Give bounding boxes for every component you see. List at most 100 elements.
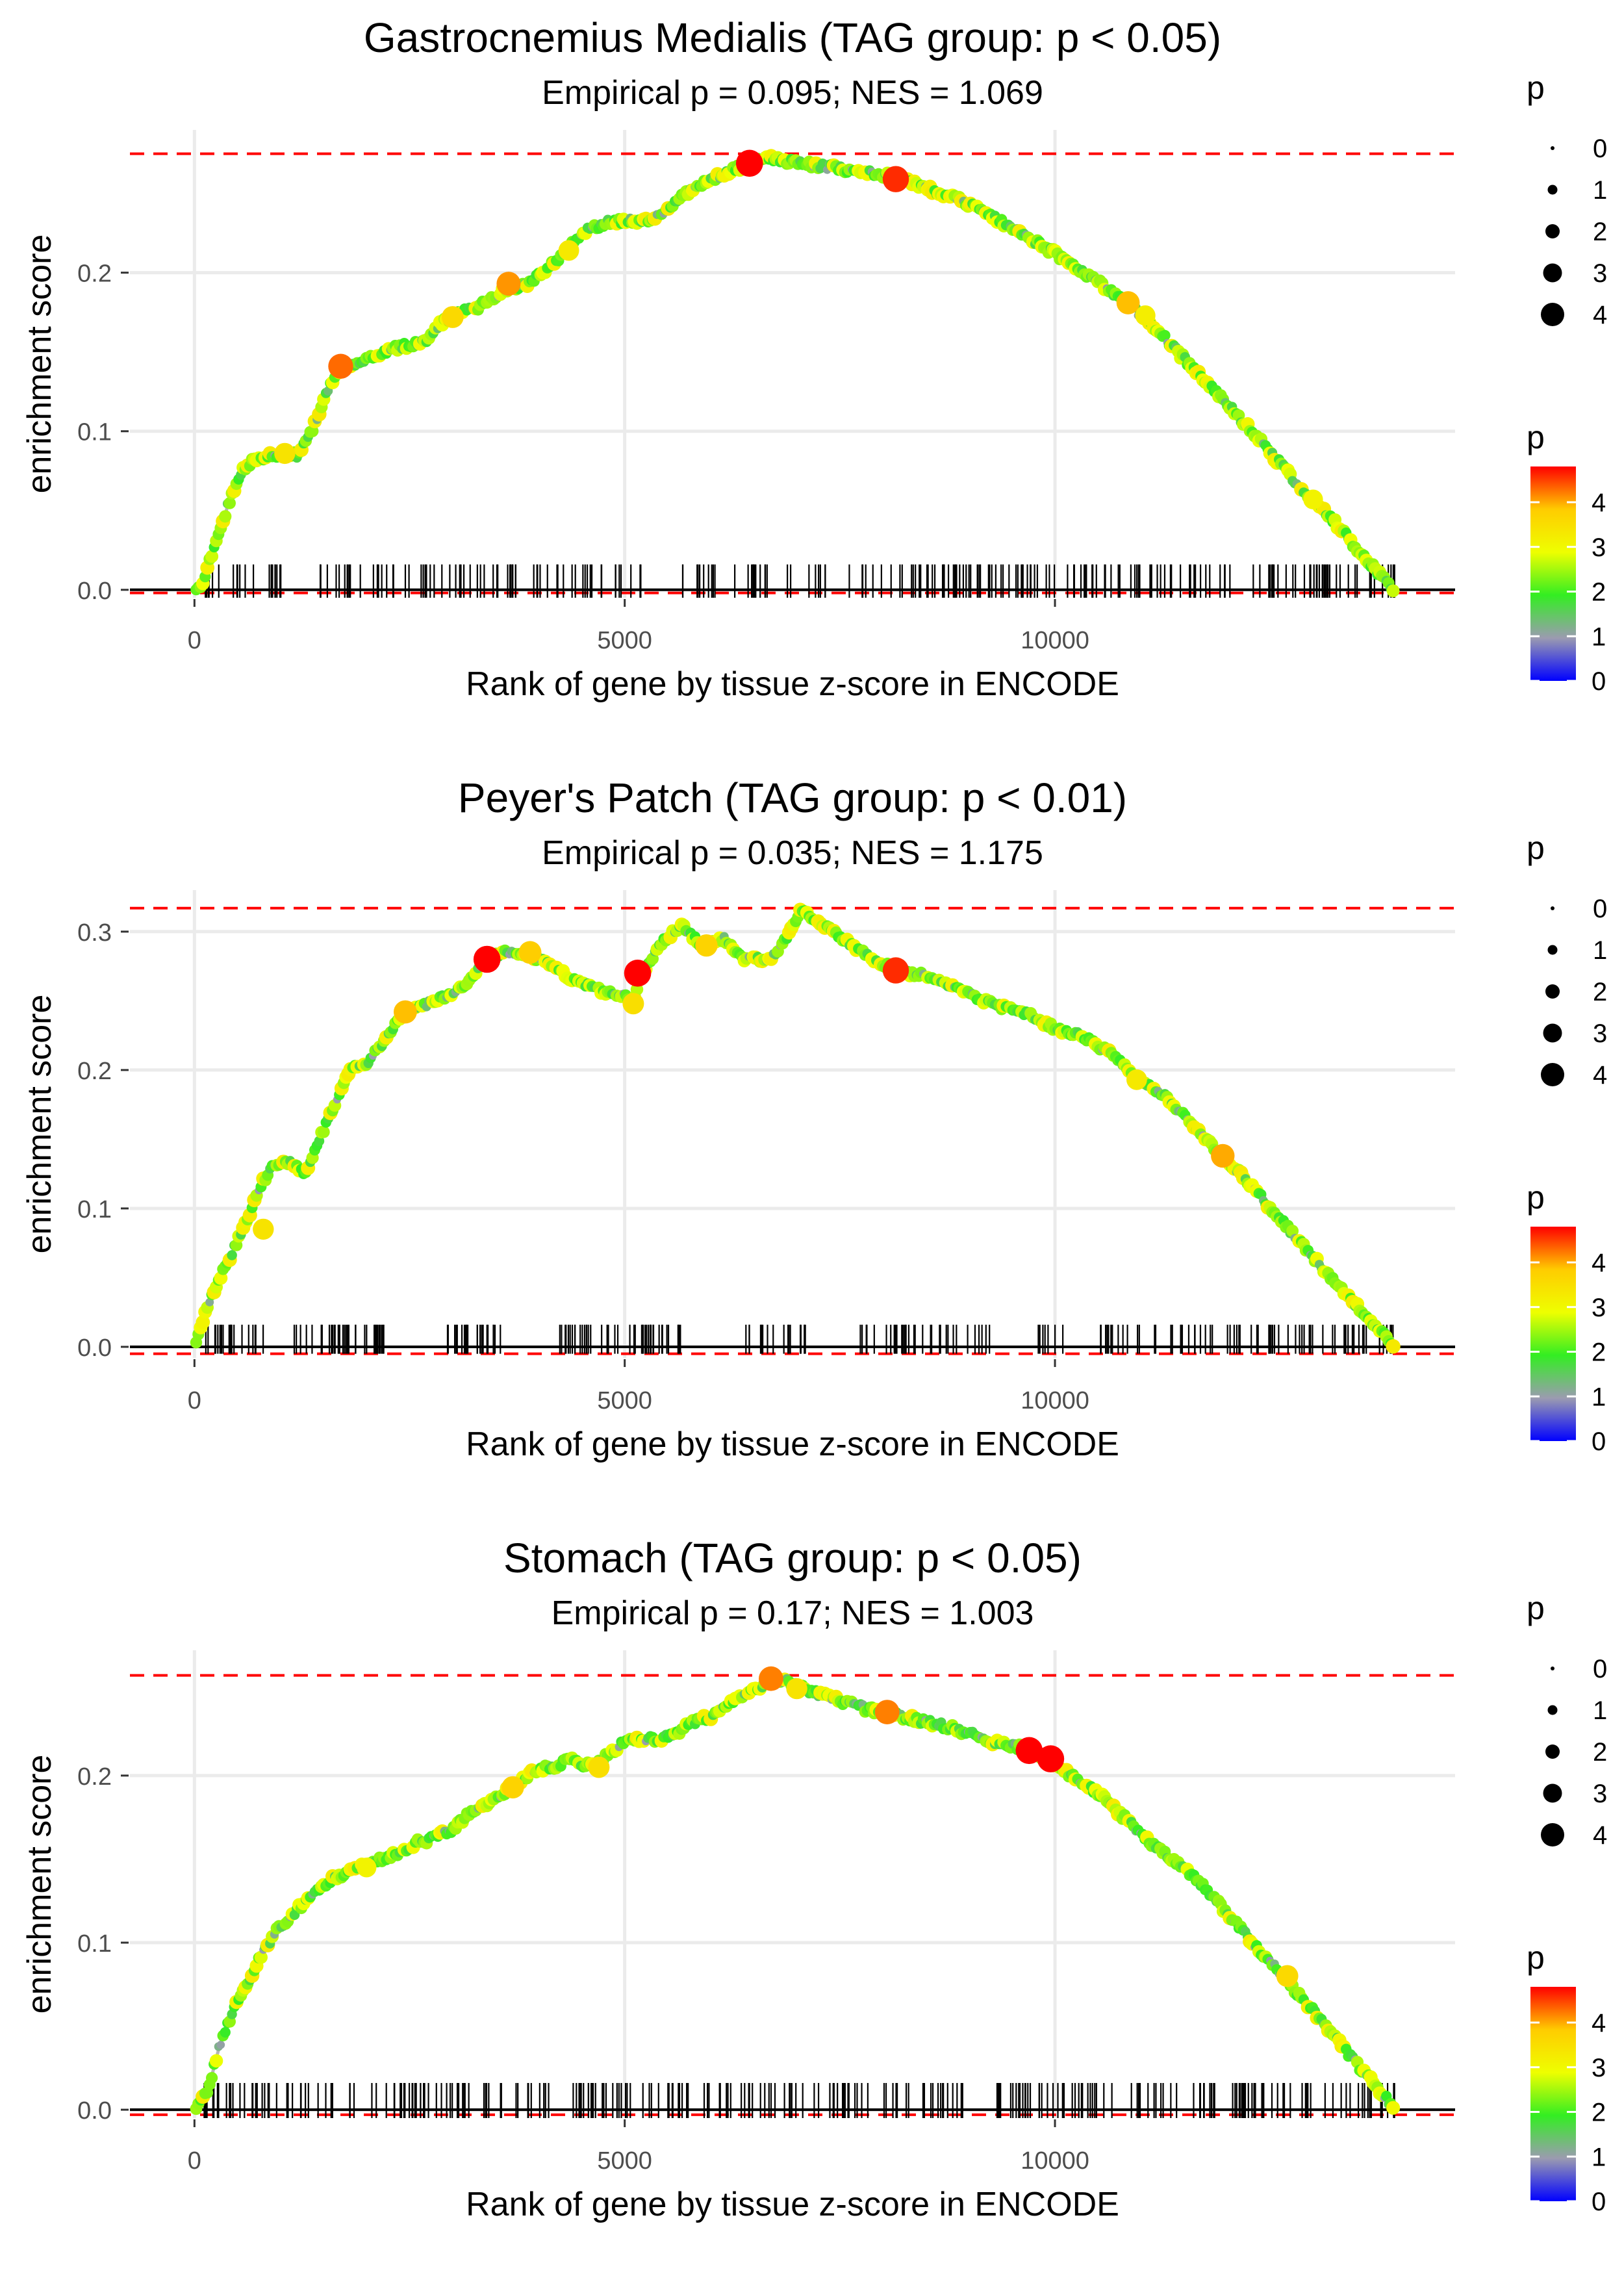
size-legend-label: 3	[1593, 259, 1607, 288]
size-legend-key	[1543, 1783, 1562, 1803]
size-legend: p 0 1 2 3 4	[1527, 1590, 1607, 1850]
size-legend-label: 4	[1593, 1821, 1607, 1850]
chart-panel-3: Stomach (TAG group: p < 0.05) Empirical p…	[21, 1535, 1607, 2223]
size-legend-label: 1	[1593, 936, 1607, 965]
size-legend-key	[1541, 1063, 1564, 1086]
gene-point-highlight	[496, 272, 521, 296]
size-legend-label: 0	[1593, 134, 1607, 163]
x-tick-label: 5000	[597, 627, 652, 654]
color-legend-label: 1	[1592, 2143, 1606, 2171]
size-legend-label: 2	[1593, 1738, 1607, 1767]
color-legend-label: 1	[1592, 622, 1606, 651]
color-legend-label: 3	[1592, 533, 1606, 562]
y-tick-label: 0.2	[77, 1763, 112, 1791]
gene-point	[206, 2072, 218, 2084]
color-legend-label: 3	[1592, 1294, 1606, 1322]
color-legend-bar	[1530, 466, 1576, 681]
gene-point	[205, 550, 219, 563]
x-tick-label: 10000	[1021, 627, 1089, 654]
gene-point-highlight	[1135, 305, 1156, 326]
gene-point-highlight	[882, 957, 909, 984]
size-legend-key	[1547, 1705, 1558, 1715]
x-tick-label: 0	[188, 627, 201, 654]
y-tick-label: 0.1	[77, 1196, 112, 1223]
size-legend-label: 4	[1593, 1061, 1607, 1090]
gene-point	[1386, 2101, 1401, 2115]
enrichment-points	[190, 1666, 1401, 2115]
gene-point-highlight	[357, 1858, 377, 1878]
gene-point-highlight	[1276, 1965, 1299, 1987]
gene-point-highlight	[1037, 1745, 1065, 1772]
size-legend-title: p	[1527, 830, 1545, 866]
gene-point-highlight	[786, 1678, 807, 1700]
gene-rug	[205, 564, 1395, 598]
color-legend-title: p	[1527, 1179, 1545, 1216]
gene-point-highlight	[1211, 1143, 1235, 1168]
x-tick-label: 0	[188, 2147, 201, 2175]
size-legend-key	[1545, 1744, 1560, 1759]
gene-point	[227, 1250, 237, 1260]
gene-point-highlight	[518, 941, 542, 964]
enrichment-curve	[193, 908, 1397, 1348]
x-axis-label: Rank of gene by tissue z-score in ENCODE	[466, 665, 1119, 703]
size-legend-label: 3	[1593, 1019, 1607, 1048]
gene-point	[1159, 329, 1171, 341]
size-legend-key	[1541, 1823, 1564, 1846]
gene-point	[216, 2041, 225, 2049]
color-legend-label: 3	[1592, 2054, 1606, 2082]
size-legend-label: 3	[1593, 1780, 1607, 1808]
size-legend-label: 4	[1593, 301, 1607, 329]
gene-point-highlight	[1303, 489, 1323, 509]
size-legend-label: 0	[1593, 1655, 1607, 1683]
size-legend-key	[1545, 224, 1560, 238]
gene-point-highlight	[1126, 1069, 1147, 1090]
chart-panel-2: Peyer's Patch (TAG group: p < 0.01) Empir…	[21, 774, 1607, 1463]
color-legend-label: 2	[1592, 1338, 1606, 1367]
y-tick-label: 0.2	[77, 1058, 112, 1085]
color-legend-label: 2	[1592, 578, 1606, 607]
gene-point-highlight	[736, 149, 763, 177]
y-axis-label: enrichment score	[21, 1755, 58, 2014]
color-legend-bar	[1530, 1987, 1576, 2201]
color-legend-bar	[1530, 1227, 1576, 1441]
color-legend-label: 1	[1592, 1383, 1606, 1411]
chart-panel-1: Gastrocnemius Medialis (TAG group: p < 0…	[21, 14, 1607, 703]
size-legend-key	[1545, 984, 1560, 999]
y-tick-label: 0.1	[77, 1930, 112, 1958]
size-legend-key	[1543, 263, 1562, 283]
gene-point-highlight	[695, 934, 718, 957]
gene-point-highlight	[253, 1218, 274, 1240]
gene-rug	[205, 1324, 1394, 1354]
gene-point-highlight	[501, 1776, 524, 1799]
color-legend-label: 4	[1592, 489, 1606, 517]
size-legend-key	[1551, 1667, 1554, 1670]
gene-point	[223, 497, 236, 509]
size-legend-title: p	[1527, 1590, 1545, 1626]
size-legend-key	[1547, 945, 1558, 955]
gene-point-highlight	[882, 166, 909, 192]
chart-subtitle: Empirical p = 0.035; NES = 1.175	[542, 834, 1043, 872]
color-legend: p 4 3 2 1 0	[1527, 419, 1606, 696]
color-legend-label: 0	[1592, 1427, 1606, 1456]
y-tick-label: 0.1	[77, 419, 112, 446]
size-legend-title: p	[1527, 70, 1545, 106]
color-legend-label: 4	[1592, 1249, 1606, 1277]
color-legend: p 4 3 2 1 0	[1527, 1939, 1606, 2216]
x-tick-label: 10000	[1021, 2147, 1089, 2175]
gene-point-highlight	[1015, 1737, 1043, 1765]
size-legend-label: 2	[1593, 218, 1607, 246]
gene-point	[220, 2026, 231, 2038]
gene-point-highlight	[441, 306, 464, 328]
x-tick-label: 0	[188, 1387, 201, 1414]
gene-point	[314, 1136, 325, 1146]
gene-point	[317, 1125, 330, 1138]
chart-subtitle: Empirical p = 0.095; NES = 1.069	[542, 74, 1043, 112]
gene-point-highlight	[874, 1700, 900, 1724]
color-legend-label: 0	[1592, 667, 1606, 696]
gene-point-highlight	[588, 1756, 610, 1778]
gene-point-highlight	[473, 945, 501, 973]
gene-point	[254, 1950, 268, 1964]
chart-title: Gastrocnemius Medialis (TAG group: p < 0…	[364, 14, 1221, 61]
gene-rug	[203, 2083, 1395, 2118]
